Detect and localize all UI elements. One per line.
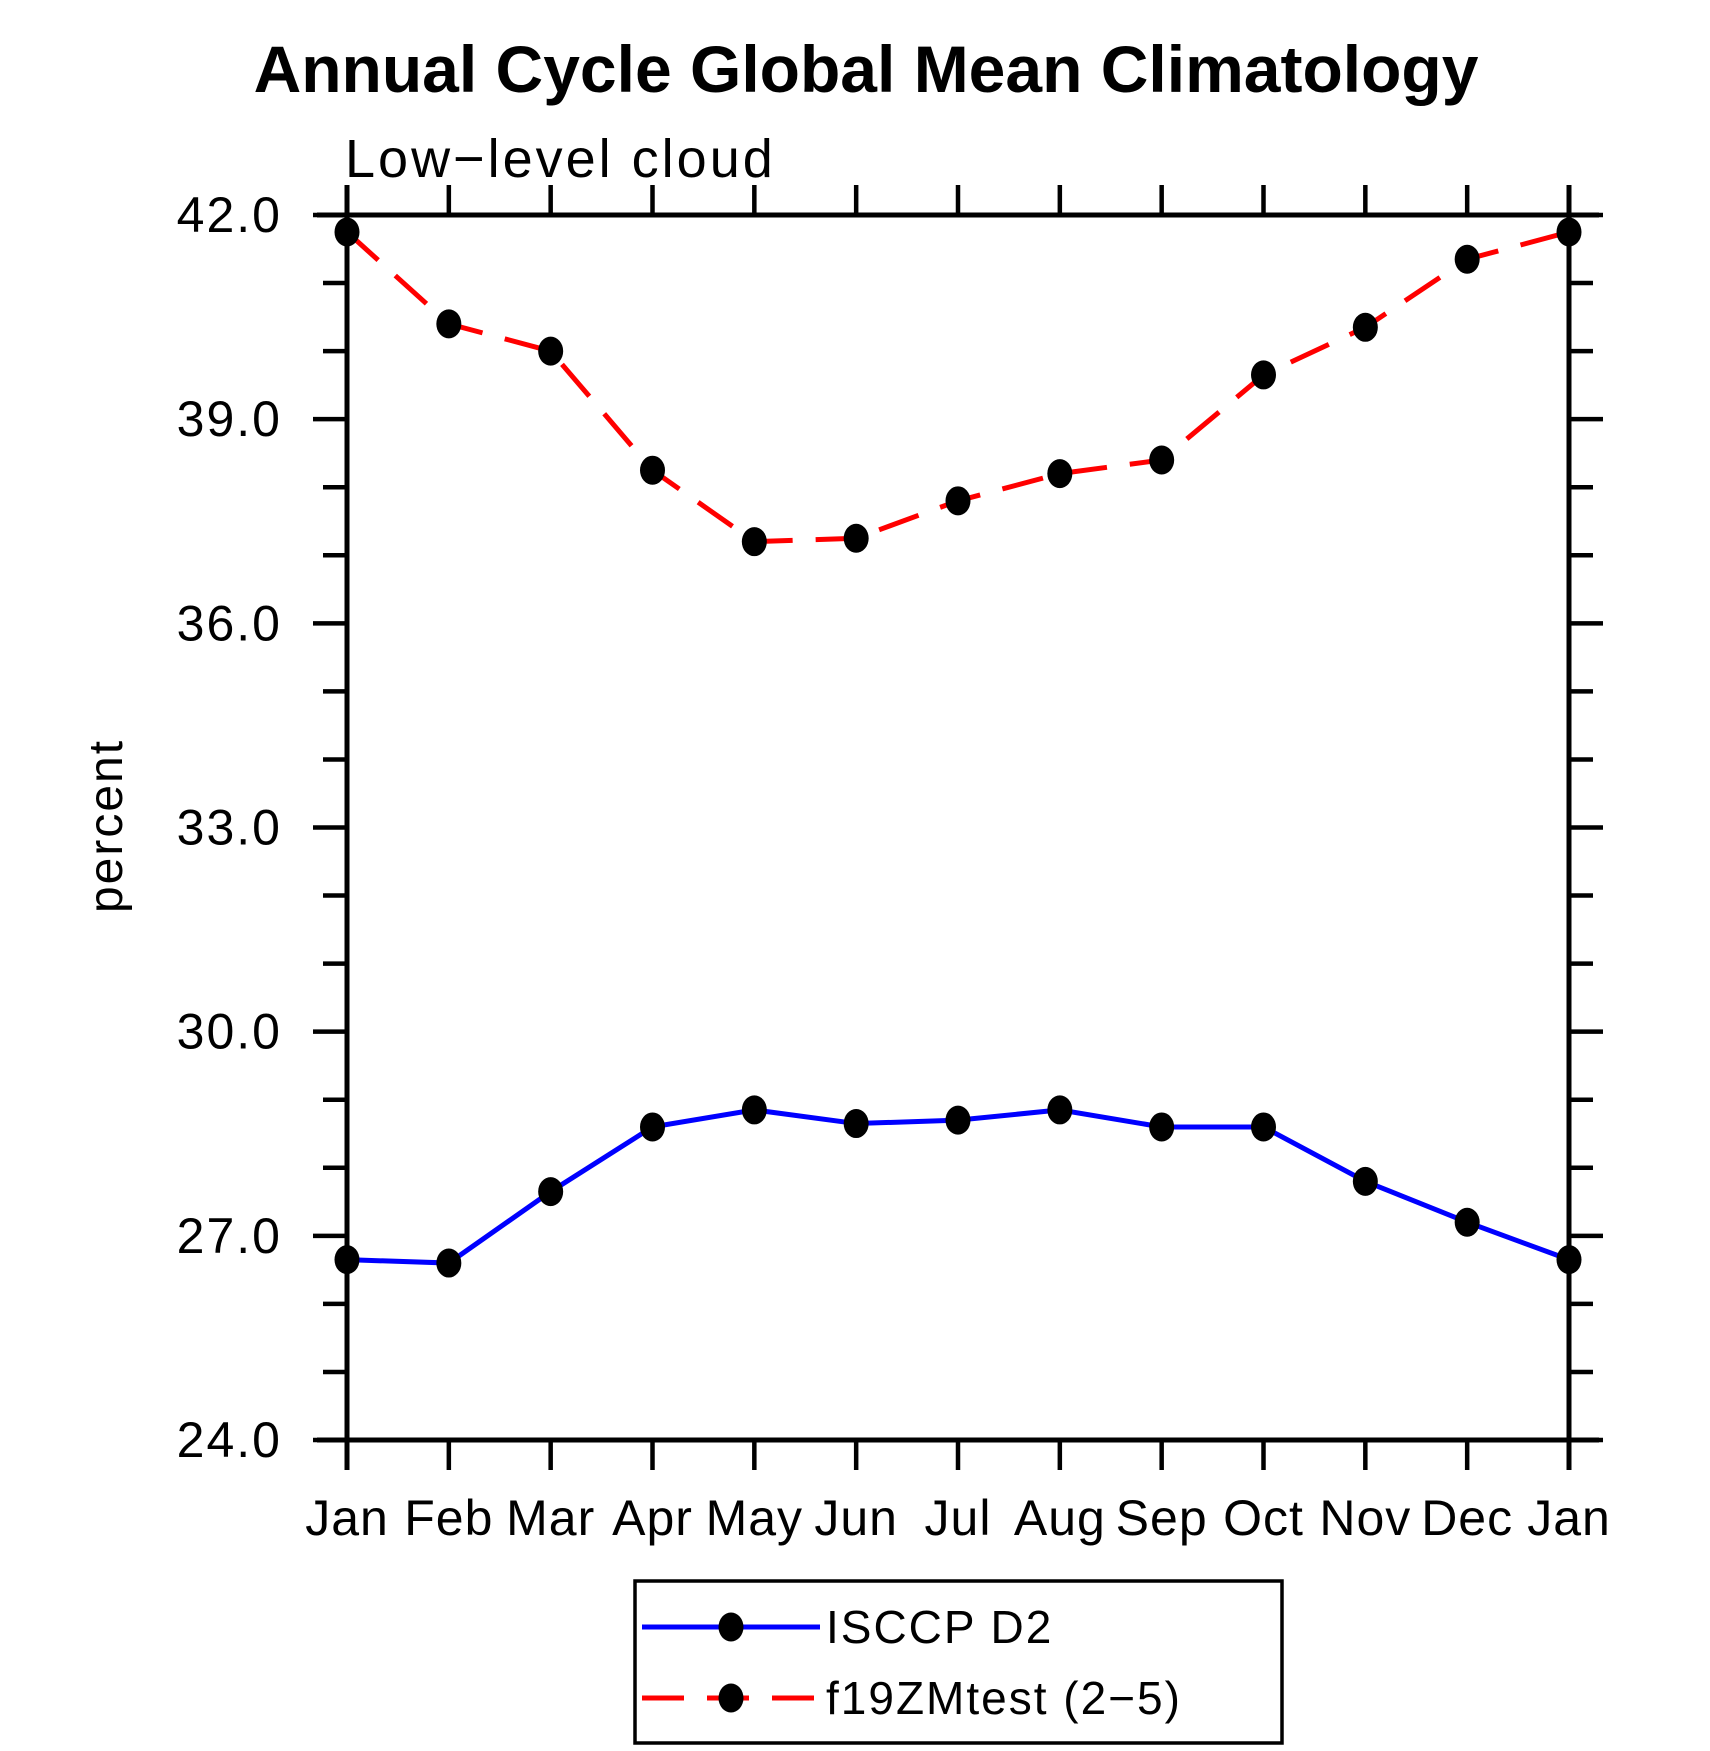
x-tick-label: Sep — [1116, 1490, 1208, 1546]
chart-title: Annual Cycle Global Mean Climatology — [254, 32, 1479, 106]
y-tick-label: 30.0 — [177, 1004, 282, 1060]
legend-label-isccp: ISCCP D2 — [826, 1601, 1053, 1653]
x-tick-label: Jun — [814, 1490, 898, 1546]
y-axis-title: percent — [80, 739, 133, 913]
data-point-marker — [945, 486, 971, 516]
x-tick-label: Apr — [612, 1490, 693, 1546]
data-point-marker — [640, 1112, 665, 1142]
data-point-marker — [741, 1095, 767, 1125]
plot-area: Jan Feb Mar Apr May Jun Jul Aug Sep Oct Nov Dec Jan2… — [177, 185, 1611, 1546]
data-point-marker — [640, 455, 665, 485]
data-point-marker — [334, 1245, 360, 1275]
data-point-marker — [1149, 445, 1175, 475]
x-tick-label: Mar — [506, 1490, 595, 1546]
x-tick-label: May — [706, 1490, 803, 1546]
data-point-marker — [436, 1248, 462, 1278]
x-tick-label: Jan — [305, 1490, 389, 1546]
x-tick-label: Aug — [1014, 1490, 1106, 1546]
data-point-marker — [741, 527, 767, 557]
legend-label-f19zmtest: f19ZMtest (2−5) — [826, 1672, 1182, 1724]
y-tick-label: 33.0 — [177, 800, 282, 856]
data-point-marker — [843, 523, 869, 553]
y-tick-label: 27.0 — [177, 1208, 282, 1264]
data-point-marker — [1352, 312, 1378, 342]
data-point-marker — [1251, 1112, 1276, 1142]
y-tick-label: 24.0 — [177, 1412, 282, 1468]
legend-marker-circle-icon — [718, 1683, 744, 1713]
data-point-marker — [436, 309, 462, 339]
x-tick-label: Oct — [1223, 1490, 1304, 1546]
data-point-marker — [1556, 217, 1582, 247]
data-point-marker — [538, 336, 564, 366]
y-tick-label: 39.0 — [177, 391, 282, 447]
y-tick-label: 36.0 — [177, 595, 282, 651]
legend: ISCCP D2 f19ZMtest (2−5) — [633, 1579, 1284, 1745]
data-point-marker — [843, 1109, 869, 1139]
data-point-marker — [1352, 1166, 1378, 1196]
data-point-marker — [1556, 1245, 1582, 1275]
data-point-marker — [1149, 1112, 1175, 1142]
x-tick-label: Nov — [1319, 1490, 1411, 1546]
x-tick-label: Jul — [925, 1490, 992, 1546]
data-point-marker — [538, 1177, 564, 1207]
y-tick-label: 42.0 — [177, 187, 282, 243]
legend-marker-circle-icon — [718, 1612, 744, 1642]
legend-box — [633, 1579, 1284, 1745]
data-point-marker — [1047, 1095, 1073, 1125]
x-tick-label: Feb — [404, 1490, 493, 1546]
data-point-marker — [334, 217, 360, 247]
data-point-marker — [1454, 244, 1480, 274]
data-point-marker — [1251, 360, 1276, 390]
x-tick-label: Dec — [1421, 1490, 1513, 1546]
data-point-marker — [1454, 1207, 1480, 1237]
data-point-marker — [945, 1105, 971, 1135]
data-point-marker — [1047, 459, 1073, 489]
x-tick-label: Jan — [1527, 1490, 1611, 1546]
chart-subtitle: Low−level cloud — [345, 129, 776, 189]
